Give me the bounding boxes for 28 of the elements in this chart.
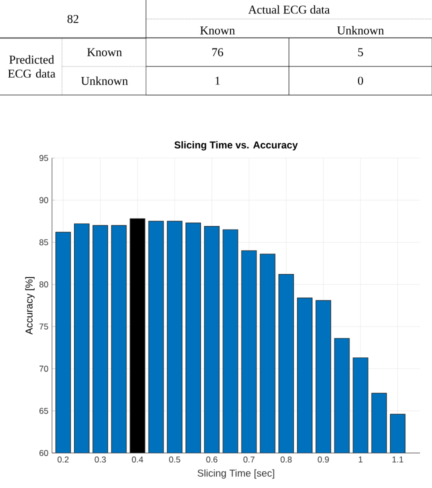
y-tick-label: 90 — [39, 197, 48, 204]
y-tick-label: 60 — [40, 450, 48, 456]
y-axis-title: Predicted ECG data — [8, 55, 56, 78]
x-tick-label: 0.9 — [318, 456, 329, 463]
data-label: 1 — [216, 76, 220, 85]
data-label: 76 — [212, 48, 224, 56]
x-tick-label: 0.5 — [169, 456, 180, 463]
x-tick-label: 0.8 — [280, 456, 292, 463]
x-tick-label: 0.4 — [132, 456, 144, 463]
y-tick-label: 70 — [40, 366, 48, 372]
data-label: 0 — [358, 76, 364, 85]
y-tick-label: 65 — [40, 408, 48, 414]
x-tick-label: 0.6 — [206, 456, 218, 463]
x-axis-title: Slicing Time [sec] — [198, 469, 274, 479]
text: 82 — [67, 14, 78, 24]
x-tick-label: 0.3 — [94, 456, 106, 463]
x-tick-label: 1.1 — [392, 456, 404, 462]
y-tick-label: 80 — [39, 281, 48, 288]
data-label: 5 — [358, 48, 364, 56]
y-tick-label: 95 — [39, 155, 48, 161]
y-axis-title: Accuracy [%] — [25, 277, 35, 335]
x-tick-label: 0.7 — [243, 456, 254, 463]
y-tick-label: 75 — [40, 324, 48, 330]
x-axis-title: Actual ECG data — [248, 5, 330, 14]
x-tick-label: 1 — [358, 456, 362, 462]
chart-title: Slicing Time vs. Accuracy — [174, 141, 298, 150]
y-tick-label: 85 — [39, 239, 48, 246]
x-tick-label: 0.2 — [58, 456, 69, 463]
